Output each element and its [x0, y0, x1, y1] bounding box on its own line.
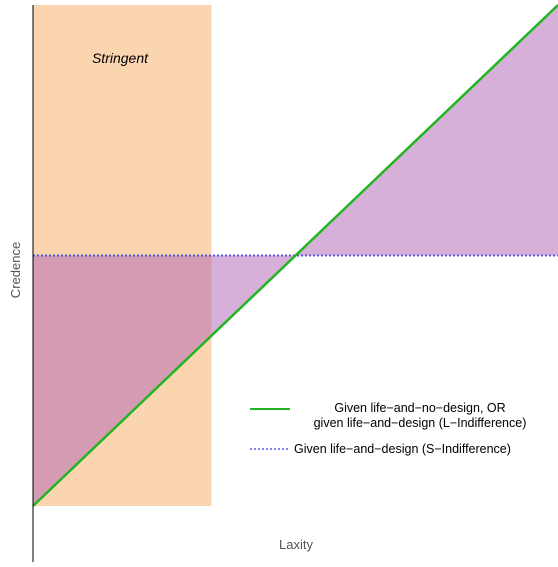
- y-axis-label: Credence: [8, 242, 23, 298]
- region-label-stringent: Stringent: [92, 50, 149, 66]
- legend-label-s-indifference: Given life−and−design (S−Indifference): [294, 442, 511, 456]
- x-axis-label: Laxity: [279, 537, 313, 552]
